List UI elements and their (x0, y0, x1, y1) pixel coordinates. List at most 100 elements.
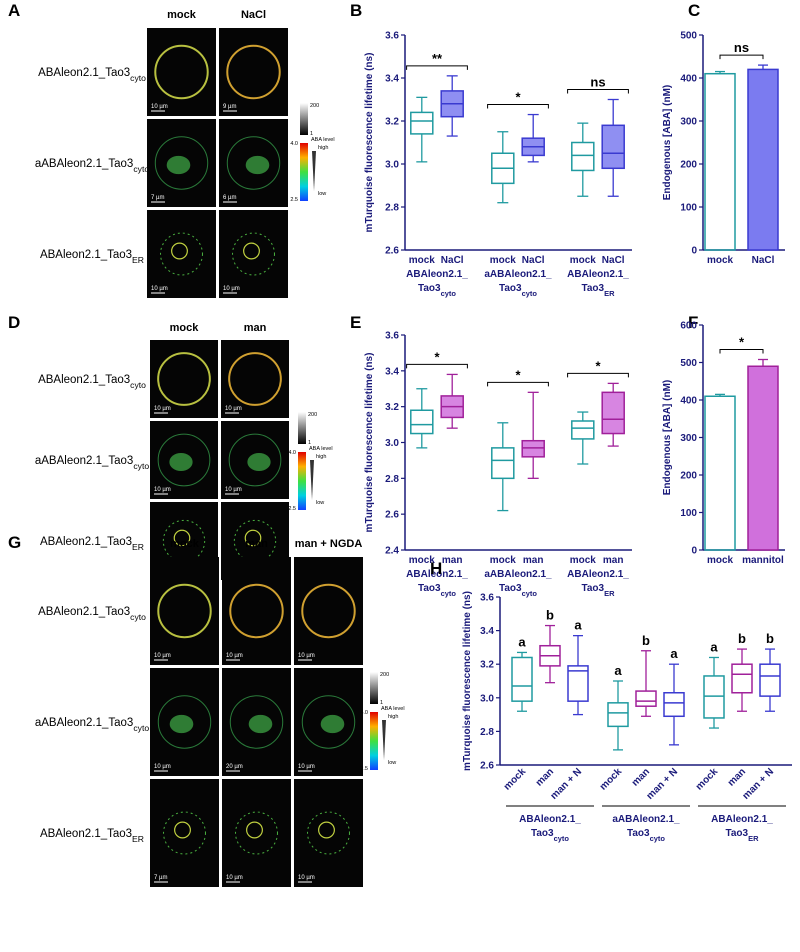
group-label-main: Tao3 (581, 583, 604, 594)
column-header: man (244, 322, 267, 334)
row-label-sub: cyto (133, 461, 149, 471)
colorbar-label: low (318, 191, 326, 197)
significance-bracket (719, 349, 764, 354)
category-label: man (442, 555, 463, 566)
y-tick-label: 3.2 (385, 402, 399, 413)
group-label: ABAleon2.1_ (711, 814, 773, 825)
category-label: man (630, 766, 652, 788)
scale-bar-label: 10 µm (226, 875, 243, 881)
y-tick-label: 0 (691, 246, 697, 257)
cell-ring (229, 583, 284, 639)
group-label: ABAleon2.1_ (519, 814, 581, 825)
panel-label: F (688, 313, 698, 332)
group-label-sub: cyto (441, 289, 457, 298)
box (410, 111, 434, 135)
group-label: Tao3ER (725, 828, 759, 843)
cell-signal (243, 242, 260, 260)
row-label: aABAleon2.1_Tao3cyto (35, 455, 149, 471)
y-tick-label: 200 (680, 471, 697, 482)
column-header: NaCl (241, 9, 266, 21)
group-letter: a (614, 663, 622, 678)
cell-signal (166, 155, 191, 175)
group-label-sub: ER (748, 834, 759, 843)
colorbar-label: 200 (380, 672, 389, 678)
y-tick-label: 3.4 (385, 366, 399, 377)
box (571, 141, 595, 172)
y-tick-label: 200 (680, 160, 697, 171)
cell-ring (233, 519, 277, 563)
panel-label: G (8, 533, 21, 552)
significance-label: * (434, 349, 440, 364)
colorbar-label: 1 (380, 700, 383, 706)
group-letter: b (642, 633, 650, 648)
bar (747, 365, 779, 551)
category-label: mock (502, 766, 529, 793)
y-tick-label: 3.6 (385, 331, 399, 342)
column-header: man + NGDA (295, 538, 363, 550)
box (571, 420, 595, 440)
colorbar-label: 2.5 (288, 506, 296, 512)
colorbar-label: 1 (310, 131, 313, 137)
ratio-colorbar (370, 712, 378, 770)
cell-ring (226, 136, 281, 190)
cell-ring (229, 695, 284, 749)
row-label-main: ABAleon2.1_Tao3 (38, 606, 130, 618)
y-tick-label: 2.6 (480, 761, 494, 772)
significance-label: ns (734, 40, 749, 55)
significance-bracket (406, 65, 468, 70)
category-label: mock (598, 766, 625, 793)
significance-bracket (406, 363, 468, 369)
group-label-main: Tao3 (418, 583, 441, 594)
group-label: aABAleon2.1_ (612, 814, 680, 825)
box (511, 656, 533, 702)
category-label: NaCl (441, 255, 464, 266)
category-label: mock (409, 555, 436, 566)
significance-bracket (567, 89, 629, 94)
colorbar-wedge (382, 720, 386, 760)
cell-signal (318, 821, 335, 839)
row-label-main: aABAleon2.1_Tao3 (35, 455, 133, 467)
cell-ring (162, 519, 206, 563)
cell-ring (163, 811, 206, 855)
micrograph (150, 779, 219, 887)
panel-label: E (350, 313, 361, 332)
y-tick-label: 2.4 (385, 546, 399, 557)
y-tick-label: 600 (680, 321, 697, 332)
colorbar-wedge (312, 151, 316, 191)
scale-bar-label: 7 µm (154, 875, 167, 881)
category-label: man (726, 766, 748, 788)
y-tick-label: 3.6 (480, 593, 494, 604)
ratio-colorbar (298, 452, 306, 510)
group-label: ABAleon2.1_ (567, 269, 629, 280)
bar (704, 72, 736, 251)
significance-label: ** (432, 51, 443, 66)
group-label: ABAleon2.1_ (406, 269, 468, 280)
category-label: mock (570, 255, 597, 266)
cell-ring (157, 433, 211, 487)
cell-ring (307, 811, 350, 855)
colorbar-label: ABA level (381, 706, 405, 712)
y-tick-label: 300 (680, 433, 697, 444)
significance-bracket (487, 381, 549, 387)
box (521, 439, 545, 458)
group-label-main: Tao3 (627, 828, 650, 839)
category-label: man (534, 766, 556, 788)
y-tick-label: 3.4 (480, 626, 494, 637)
scale-bar-label: 10 µm (151, 286, 168, 292)
micrograph (219, 28, 288, 116)
y-tick-label: 500 (680, 358, 697, 369)
row-label-main: aABAleon2.1_Tao3 (35, 158, 133, 170)
category-label: mock (707, 555, 734, 566)
row-label-sub: cyto (130, 612, 146, 622)
panel-label: C (688, 1, 700, 20)
panel-label: B (350, 1, 362, 20)
cell-ring (157, 352, 211, 406)
group-label-sub: cyto (522, 289, 538, 298)
colorbar-label: 1 (308, 440, 311, 446)
group-letter: a (574, 618, 582, 633)
colorbar-label: 4.0 (290, 141, 298, 147)
cell-ring (226, 44, 281, 100)
column-header: mock (170, 538, 200, 550)
box (635, 690, 657, 707)
row-label: ABAleon2.1_Tao3ER (40, 828, 144, 844)
